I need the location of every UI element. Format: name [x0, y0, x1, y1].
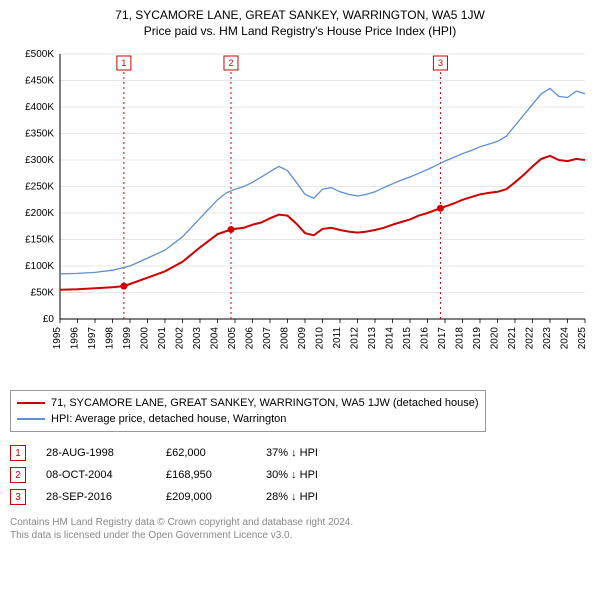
svg-text:2025: 2025 [577, 327, 588, 350]
legend: 71, SYCAMORE LANE, GREAT SANKEY, WARRING… [10, 390, 486, 432]
svg-text:£450K: £450K [25, 76, 54, 87]
svg-text:1: 1 [121, 58, 126, 68]
series-property [60, 156, 585, 290]
marker-delta: 28% ↓ HPI [266, 491, 346, 503]
svg-text:2022: 2022 [525, 327, 536, 350]
svg-text:2020: 2020 [490, 327, 501, 350]
svg-text:2011: 2011 [332, 327, 343, 349]
svg-text:1996: 1996 [70, 327, 81, 350]
marker-row: 3 28-SEP-2016 £209,000 28% ↓ HPI [10, 486, 590, 508]
legend-label: 71, SYCAMORE LANE, GREAT SANKEY, WARRING… [51, 397, 479, 409]
svg-text:£0: £0 [43, 314, 55, 325]
svg-text:1995: 1995 [52, 327, 63, 350]
marker-row: 2 08-OCT-2004 £168,950 30% ↓ HPI [10, 464, 590, 486]
svg-text:2017: 2017 [437, 327, 448, 350]
svg-text:2006: 2006 [245, 327, 256, 350]
svg-text:£400K: £400K [25, 102, 54, 113]
svg-text:2005: 2005 [227, 327, 238, 350]
marker-date: 28-SEP-2016 [46, 491, 146, 503]
svg-text:2013: 2013 [367, 327, 378, 350]
svg-text:£100K: £100K [25, 261, 54, 272]
svg-text:2019: 2019 [472, 327, 483, 350]
svg-text:2007: 2007 [262, 327, 273, 350]
marker-date: 08-OCT-2004 [46, 469, 146, 481]
chart-container: 71, SYCAMORE LANE, GREAT SANKEY, WARRING… [0, 0, 600, 548]
svg-text:2016: 2016 [420, 327, 431, 350]
svg-text:£350K: £350K [25, 129, 54, 140]
legend-row: 71, SYCAMORE LANE, GREAT SANKEY, WARRING… [17, 395, 479, 411]
marker-price: £209,000 [166, 491, 246, 503]
sale-point [227, 226, 234, 233]
title-line2: Price paid vs. HM Land Registry's House … [10, 24, 590, 38]
svg-text:2023: 2023 [542, 327, 553, 350]
sale-point [120, 283, 127, 290]
attribution: Contains HM Land Registry data © Crown c… [10, 516, 590, 542]
svg-text:£50K: £50K [31, 288, 55, 299]
svg-text:1999: 1999 [122, 327, 133, 350]
attribution-line1: Contains HM Land Registry data © Crown c… [10, 516, 590, 529]
svg-text:1998: 1998 [105, 327, 116, 350]
legend-swatch [17, 402, 45, 404]
svg-text:2001: 2001 [157, 327, 168, 350]
svg-text:2008: 2008 [280, 327, 291, 350]
chart-area: £0 £50K £100K £150K £200K £250K £300K £350K £400… [10, 44, 590, 384]
svg-text:£300K: £300K [25, 155, 54, 166]
marker-price: £168,950 [166, 469, 246, 481]
legend-label: HPI: Average price, detached house, Warr… [51, 413, 286, 425]
legend-swatch [17, 418, 45, 420]
svg-text:2010: 2010 [315, 327, 326, 350]
marker-delta: 37% ↓ HPI [266, 447, 346, 459]
svg-text:2014: 2014 [385, 327, 396, 350]
marker-date: 28-AUG-1998 [46, 447, 146, 459]
svg-text:2012: 2012 [350, 327, 361, 350]
marker-row: 1 28-AUG-1998 £62,000 37% ↓ HPI [10, 442, 590, 464]
svg-text:2024: 2024 [560, 327, 571, 350]
svg-text:£150K: £150K [25, 235, 54, 246]
sale-markers-table: 1 28-AUG-1998 £62,000 37% ↓ HPI 2 08-OCT-2004… [10, 442, 590, 508]
marker-badge: 3 [10, 489, 26, 505]
svg-text:£200K: £200K [25, 208, 54, 219]
marker-badge: 1 [10, 445, 26, 461]
svg-text:2004: 2004 [210, 327, 221, 350]
svg-text:2002: 2002 [175, 327, 186, 350]
title-block: 71, SYCAMORE LANE, GREAT SANKEY, WARRING… [10, 8, 590, 38]
svg-text:3: 3 [438, 58, 443, 68]
marker-badge: 2 [10, 467, 26, 483]
svg-text:2009: 2009 [297, 327, 308, 350]
chart-svg: £0 £50K £100K £150K £200K £250K £300K £350K £400… [10, 44, 590, 384]
sale-point [437, 205, 444, 212]
svg-text:£500K: £500K [25, 49, 54, 60]
svg-text:2003: 2003 [192, 327, 203, 350]
svg-text:2021: 2021 [507, 327, 518, 350]
marker-price: £62,000 [166, 447, 246, 459]
title-line1: 71, SYCAMORE LANE, GREAT SANKEY, WARRING… [10, 8, 590, 22]
marker-delta: 30% ↓ HPI [266, 469, 346, 481]
svg-text:2000: 2000 [140, 327, 151, 350]
svg-text:2018: 2018 [455, 327, 466, 350]
svg-text:£250K: £250K [25, 182, 54, 193]
svg-text:1997: 1997 [87, 327, 98, 350]
series-hpi [60, 88, 585, 274]
attribution-line2: This data is licensed under the Open Gov… [10, 529, 590, 542]
legend-row: HPI: Average price, detached house, Warr… [17, 411, 479, 427]
svg-text:2015: 2015 [402, 327, 413, 350]
svg-text:2: 2 [228, 58, 233, 68]
